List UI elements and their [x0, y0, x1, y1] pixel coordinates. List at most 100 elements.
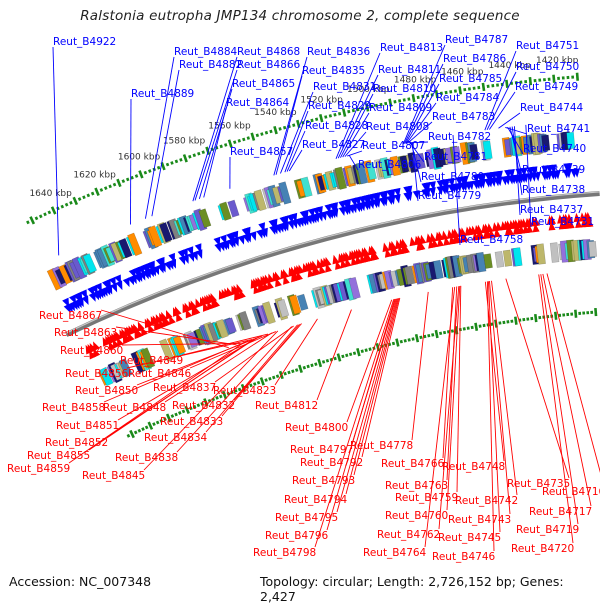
inner-tick-dot	[502, 321, 505, 324]
forward-gene-label[interactable]: Reut_B4828	[305, 120, 368, 132]
forward-gene-label[interactable]: Reut_B4808	[366, 121, 429, 133]
forward-gene-label[interactable]: Reut_B4836	[307, 46, 371, 58]
forward-gene-label[interactable]: Reut_B4922	[53, 36, 116, 48]
forward-gene-label[interactable]: Reut_B4737	[520, 204, 583, 216]
forward-gene-label[interactable]: Reut_B4741	[527, 123, 590, 135]
reverse-gene-label[interactable]: Reut_B4834	[144, 432, 208, 444]
inner-tick-dot	[127, 434, 131, 438]
reverse-gene-label[interactable]: Reut_B4859	[7, 463, 70, 475]
forward-gene-label[interactable]: Reut_B4827	[302, 139, 365, 151]
reverse-gene-label[interactable]: Reut_B4855	[27, 450, 90, 462]
inner-tick-dot	[590, 311, 593, 314]
forward-gene-label[interactable]: Reut_B4810	[373, 83, 436, 95]
forward-gene-label[interactable]: Reut_B4813	[380, 42, 443, 54]
reverse-gene-label[interactable]: Reut_B4860	[60, 345, 123, 357]
reverse-gene-label[interactable]: Reut_B4800	[285, 422, 348, 434]
inner-feature-block	[589, 241, 597, 257]
forward-gene-label[interactable]: Reut_B4750	[516, 61, 579, 73]
forward-gene-label[interactable]: Reut_B4780	[421, 171, 484, 183]
forward-gene-label[interactable]: Reut_B4811	[378, 64, 441, 76]
forward-gene-label[interactable]: Reut_B4744	[520, 102, 584, 114]
reverse-gene-label[interactable]: Reut_B4838	[115, 452, 178, 464]
forward-gene-label[interactable]: Reut_B4784	[436, 92, 500, 104]
reverse-gene-label[interactable]: Reut_B4746	[432, 551, 496, 563]
outer-tick-dot	[170, 161, 173, 165]
forward-gene-label[interactable]: Reut_B4758	[460, 234, 523, 246]
reverse-gene-label[interactable]: Reut_B4823	[213, 385, 276, 397]
reverse-gene-label[interactable]: Reut_B4719	[516, 524, 579, 536]
forward-gene-label[interactable]: Reut_B4866	[237, 59, 301, 71]
inner-tick-dot	[435, 330, 439, 338]
forward-gene-label[interactable]: Reut_B4835	[302, 65, 365, 77]
forward-gene-label[interactable]: Reut_B4738	[522, 184, 585, 196]
reverse-gene-label[interactable]: Reut_B4778	[350, 440, 413, 452]
forward-gene-label[interactable]: Reut_B4751	[516, 40, 579, 52]
forward-gene-label[interactable]: Reut_B4809	[369, 102, 432, 114]
reverse-gene-label[interactable]: Reut_B4764	[363, 547, 427, 559]
outer-tick-dot	[468, 87, 471, 90]
forward-gene-label[interactable]: Reut_B4882	[179, 59, 242, 71]
forward-gene-label[interactable]: Reut_B4787	[445, 34, 508, 46]
reverse-gene-label[interactable]: Reut_B4797	[290, 444, 353, 456]
forward-gene-label[interactable]: Reut_B4783	[432, 111, 495, 123]
reverse-gene-label[interactable]: Reut_B4849	[120, 355, 183, 367]
reverse-gene-label[interactable]: Reut_B4850	[75, 385, 138, 397]
reverse-gene-label[interactable]: Reut_B4792	[300, 457, 363, 469]
reverse-gene-label[interactable]: Reut_B4762	[377, 529, 440, 541]
forward-gene-label[interactable]: Reut_B4807	[362, 140, 425, 152]
outer-tick-dot	[39, 214, 43, 218]
reverse-gene-label[interactable]: Reut_B4742	[455, 495, 518, 507]
forward-gene-label[interactable]: Reut_B4857	[230, 146, 293, 158]
reverse-gene-label[interactable]: Reut_B4743	[448, 514, 511, 526]
forward-gene-label[interactable]: Reut_B4884	[174, 46, 238, 58]
forward-gene-label[interactable]: Reut_B4785	[439, 73, 502, 85]
reverse-gene-label[interactable]: Reut_B4720	[511, 543, 574, 555]
reverse-gene-label[interactable]: Reut_B4812	[255, 400, 318, 412]
outer-tick-dot	[51, 206, 57, 214]
reverse-gene-label[interactable]: Reut_B4798	[253, 547, 316, 559]
reverse-gene-label[interactable]: Reut_B4760	[385, 510, 448, 522]
forward-gene-label[interactable]: Reut_B4786	[443, 53, 507, 65]
inner-tick-dot	[147, 422, 153, 430]
reverse-gene-label[interactable]: Reut_B4766	[381, 458, 445, 470]
reverse-gene-label[interactable]: Reut_B4845	[82, 470, 145, 482]
reverse-gene-label[interactable]: Reut_B4833	[160, 416, 223, 428]
reverse-gene-label[interactable]: Reut_B4795	[275, 512, 338, 524]
forward-gene-label[interactable]: Reut_B4831	[313, 81, 376, 93]
reverse-gene-label[interactable]: Reut_B4837	[153, 382, 216, 394]
reverse-gene-label[interactable]: Reut_B4745	[438, 532, 501, 544]
reverse-gene-label[interactable]: Reut_B4846	[128, 368, 192, 380]
forward-gene-label[interactable]: Reut_B4864	[226, 97, 290, 109]
outer-tick-dot	[278, 127, 281, 131]
reverse-gene-label[interactable]: Reut_B4716	[542, 486, 600, 498]
outer-tick-dot	[43, 212, 47, 216]
forward-gene-label[interactable]: Reut_B4731	[531, 216, 594, 228]
reverse-gene-label[interactable]: Reut_B4867	[39, 310, 102, 322]
reverse-gene-label[interactable]: Reut_B4794	[284, 494, 348, 506]
reverse-gene-label[interactable]: Reut_B4759	[395, 492, 458, 504]
reverse-gene-label[interactable]: Reut_B4848	[103, 402, 166, 414]
forward-gene-label[interactable]: Reut_B4781	[424, 151, 487, 163]
inner-tick-dot	[156, 421, 160, 425]
reverse-gene-label[interactable]: Reut_B4851	[56, 420, 119, 432]
forward-gene-label[interactable]: Reut_B4740	[523, 143, 586, 155]
reverse-gene-label[interactable]: Reut_B4748	[442, 461, 505, 473]
reverse-gene-label[interactable]: Reut_B4858	[42, 402, 105, 414]
forward-gene-label[interactable]: Reut_B4779	[418, 190, 481, 202]
reverse-gene-label[interactable]: Reut_B4763	[385, 480, 448, 492]
reverse-gene-label[interactable]: Reut_B4863	[54, 327, 117, 339]
forward-gene-label[interactable]: Reut_B4806	[358, 159, 422, 171]
reverse-gene-label[interactable]: Reut_B4832	[172, 400, 235, 412]
reverse-gene-label[interactable]: Reut_B4793	[292, 475, 355, 487]
forward-gene-label[interactable]: Reut_B4829	[308, 100, 371, 112]
forward-gene-label[interactable]: Reut_B4865	[232, 78, 295, 90]
forward-gene-label[interactable]: Reut_B4749	[515, 81, 578, 93]
reverse-gene-label[interactable]: Reut_B4796	[265, 530, 329, 542]
reverse-gene-label[interactable]: Reut_B4852	[45, 437, 108, 449]
reverse-gene-label[interactable]: Reut_B4856	[65, 368, 129, 380]
forward-gene-label[interactable]: Reut_B4739	[522, 164, 585, 176]
forward-gene-label[interactable]: Reut_B4868	[237, 46, 300, 58]
forward-gene-label[interactable]: Reut_B4782	[428, 131, 491, 143]
forward-gene-label[interactable]: Reut_B4889	[131, 88, 194, 100]
reverse-gene-label[interactable]: Reut_B4717	[529, 506, 592, 518]
